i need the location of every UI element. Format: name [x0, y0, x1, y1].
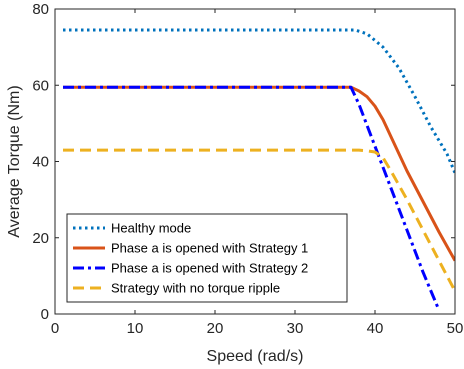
y-axis-label: Average Torque (Nm) [6, 85, 23, 237]
legend: Healthy mode Phase a is opened with Strat… [66, 213, 348, 303]
axis-ticks: 0 10 20 30 40 50 0 20 40 60 80 [32, 1, 463, 337]
x-tick-label: 10 [127, 320, 144, 337]
x-axis-label: Speed (rad/s) [207, 348, 304, 365]
series-line-4 [63, 148, 455, 292]
legend-label: Phase a is opened with Strategy 1 [111, 241, 308, 256]
x-tick-label: 50 [447, 320, 464, 337]
y-tick-label: 40 [32, 154, 49, 171]
legend-label: Healthy mode [111, 221, 191, 236]
x-tick-label: 30 [287, 320, 304, 337]
legend-label: Strategy with no torque ripple [111, 281, 280, 296]
x-tick-label: 20 [207, 320, 224, 337]
x-tick-label: 40 [367, 320, 384, 337]
plot-lines [63, 28, 455, 311]
legend-label: Phase a is opened with Strategy 2 [111, 261, 308, 276]
y-tick-label: 80 [32, 1, 49, 18]
legend-box [66, 213, 348, 303]
y-tick-label: 60 [32, 77, 49, 94]
series-line-2 [63, 85, 455, 262]
y-tick-label: 20 [32, 230, 49, 247]
series-line-1 [63, 28, 455, 174]
series-line-3 [63, 85, 441, 311]
x-tick-label: 0 [51, 320, 59, 337]
y-tick-label: 0 [41, 306, 49, 323]
